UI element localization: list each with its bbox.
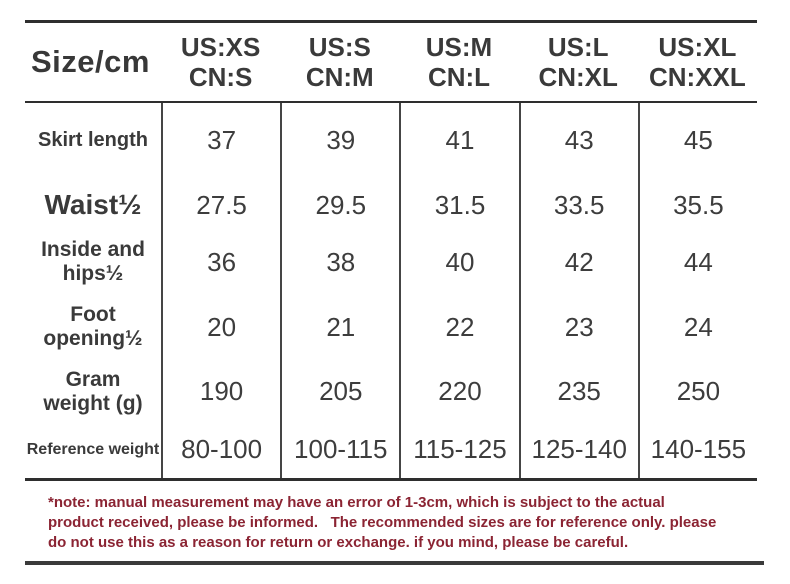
- size-value-cell: 20: [161, 292, 280, 362]
- column-header-us-size: US:XS: [180, 32, 261, 62]
- column-header-us-size: US:M: [425, 32, 493, 62]
- column-header-cn-size: CN:XL: [538, 62, 618, 92]
- row-label-waist: Waist½: [44, 189, 142, 221]
- size-value-cell: 250: [637, 362, 757, 421]
- row-label-gram-weight: Gram weight (g): [43, 367, 143, 415]
- size-value-cell: 31.5: [399, 178, 518, 232]
- size-value-cell: 23: [518, 292, 638, 362]
- size-value-cell: 205: [280, 362, 399, 421]
- column-header-cn-size: CN:M: [305, 62, 374, 92]
- size-value-cell: 37: [161, 103, 280, 178]
- table-body: Skirt length 37 39 41 43 45 Waist½ 27.5 …: [25, 103, 757, 478]
- size-value-cell: 29.5: [280, 178, 399, 232]
- column-header-us-size: US:L: [547, 32, 609, 62]
- size-value-cell: 27.5: [161, 178, 280, 232]
- size-value-cell: 140-155: [637, 421, 757, 478]
- note-line: product received, please be informed. Th…: [48, 514, 717, 531]
- column-header-xl: US:XL CN:XXL: [638, 32, 757, 92]
- row-label-foot-opening: Foot opening½: [43, 303, 143, 350]
- size-value-cell: 235: [518, 362, 638, 421]
- size-value-cell: 21: [280, 292, 399, 362]
- size-value-cell: 39: [280, 103, 399, 178]
- size-value-cell: 220: [399, 362, 518, 421]
- size-value-cell: 100-115: [280, 421, 399, 478]
- column-header-cn-size: CN:S: [188, 62, 253, 92]
- size-value-cell: 22: [399, 292, 518, 362]
- size-value-cell: 43: [518, 103, 638, 178]
- size-value-cell: 42: [518, 232, 638, 292]
- size-value-cell: 40: [399, 232, 518, 292]
- size-value-cell: 45: [637, 103, 757, 178]
- size-value-cell: 125-140: [518, 421, 638, 478]
- size-value-cell: 80-100: [161, 421, 280, 478]
- size-table: Size/cm US:XS CN:S US:S CN:M US:M CN:L U…: [25, 20, 757, 481]
- measurement-note: *note: manual measurement may have an er…: [48, 493, 770, 553]
- column-header-xs: US:XS CN:S: [161, 32, 280, 92]
- note-line: do not use this as a reason for return o…: [48, 534, 629, 551]
- row-label-skirt-length: Skirt length: [37, 129, 148, 152]
- row-label-reference-weight: Reference weight: [26, 440, 160, 458]
- bottom-divider: [25, 561, 764, 565]
- note-line: *note: manual measurement may have an er…: [48, 494, 665, 511]
- column-header-s: US:S CN:M: [280, 32, 399, 92]
- size-value-cell: 44: [637, 232, 757, 292]
- column-header-m: US:M CN:L: [399, 32, 518, 92]
- size-value-cell: 115-125: [399, 421, 518, 478]
- size-value-cell: 38: [280, 232, 399, 292]
- size-value-cell: 33.5: [518, 178, 638, 232]
- column-header-cn-size: CN:XXL: [649, 62, 746, 92]
- row-label-inside-and-hips: Inside and hips½: [41, 238, 145, 285]
- column-header-l: US:L CN:XL: [519, 32, 638, 92]
- corner-header: Size/cm: [31, 44, 150, 79]
- size-value-cell: 41: [399, 103, 518, 178]
- column-header-cn-size: CN:L: [427, 62, 491, 92]
- size-value-cell: 190: [161, 362, 280, 421]
- size-value-cell: 24: [637, 292, 757, 362]
- table-header-row: Size/cm US:XS CN:S US:S CN:M US:M CN:L U…: [25, 23, 757, 103]
- size-value-cell: 35.5: [637, 178, 757, 232]
- size-value-cell: 36: [161, 232, 280, 292]
- column-header-us-size: US:XL: [658, 32, 737, 62]
- column-header-us-size: US:S: [308, 32, 371, 62]
